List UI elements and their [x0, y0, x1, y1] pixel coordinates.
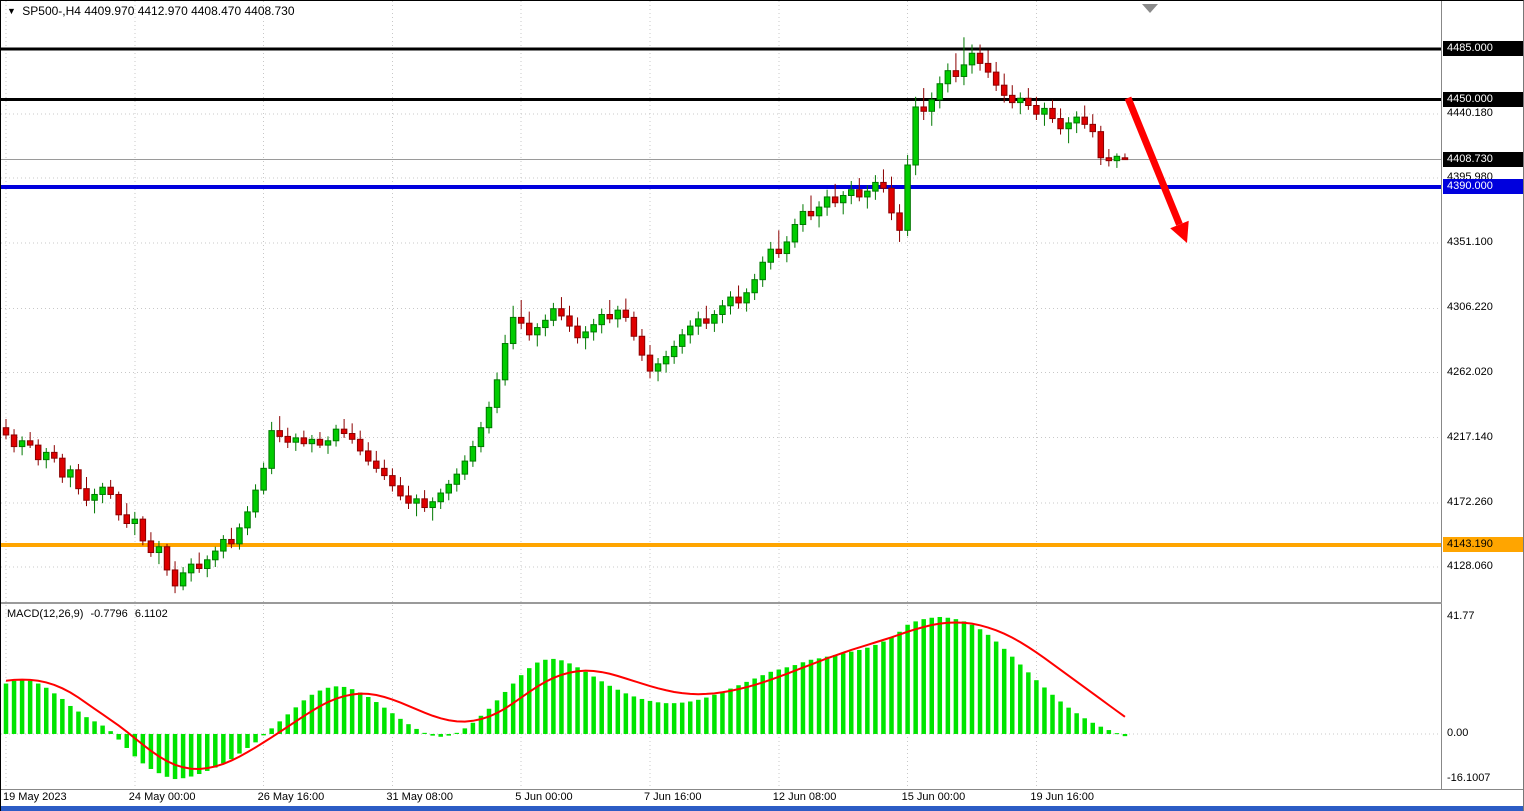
- time-axis[interactable]: 19 May 2023 24 May 00:00 26 May 16:00 31 Ma…: [1, 790, 1523, 806]
- macd-signal-value: 6.1102: [134, 608, 168, 620]
- price-level-badge: 4450.000: [1443, 91, 1523, 107]
- chart-canvas[interactable]: [1, 1, 1441, 789]
- price-level-badge: 4390.000: [1443, 178, 1523, 194]
- bottom-bar: [1, 806, 1523, 811]
- candles: [2, 37, 1129, 594]
- price-level-badge: 4408.730: [1443, 151, 1523, 167]
- triangle-down-icon: ▼: [7, 6, 16, 16]
- time-axis-label: 24 May 00:00: [128, 791, 196, 803]
- time-axis-label: 12 Jun 08:00: [772, 791, 837, 803]
- ohlc-values: 4409.970 4412.970 4408.470 4408.730: [84, 4, 295, 18]
- price-axis-tick: 4262.020: [1447, 365, 1493, 378]
- macd-axis-tick: -16.1007: [1447, 772, 1491, 785]
- symbol-period-label: SP500-,H4: [22, 4, 81, 18]
- gridlines: [1, 1, 1441, 789]
- price-axis-tick: 4172.260: [1447, 495, 1493, 508]
- time-axis-label: 26 May 16:00: [257, 791, 325, 803]
- macd-histogram: [3, 616, 1128, 780]
- time-axis-label: 7 Jun 16:00: [644, 791, 702, 803]
- time-axis-separator: [1, 789, 1523, 790]
- chart-shift-marker-icon[interactable]: [1142, 4, 1158, 13]
- macd-axis-tick: 41.77: [1447, 609, 1475, 622]
- price-axis-tick: 4440.180: [1447, 106, 1493, 119]
- price-level-badge: 4143.190: [1443, 536, 1523, 552]
- macd-indicator-label: MACD(12,26,9) -0.7796 6.1102: [7, 608, 172, 620]
- trend-arrow[interactable]: [1124, 96, 1189, 243]
- price-axis-tick: 4128.060: [1447, 559, 1493, 572]
- pane-separator[interactable]: [1, 602, 1523, 604]
- macd-axis-tick: 0.00: [1447, 726, 1469, 739]
- macd-name: MACD(12,26,9): [7, 608, 84, 620]
- time-axis-label: 19 May 2023: [3, 791, 67, 803]
- price-axis-tick: 4306.220: [1447, 301, 1493, 314]
- macd-signal-line: [5, 621, 1126, 770]
- macd-main-value: -0.7796: [90, 608, 128, 620]
- candlestick-chart-svg[interactable]: [1, 1, 1441, 789]
- price-axis-separator: [1441, 1, 1442, 790]
- price-axis[interactable]: 4485.000 4450.000 4440.180 4408.730 4395.980…: [1442, 1, 1523, 789]
- time-axis-label: 31 May 08:00: [386, 791, 454, 803]
- price-level-badge: 4485.000: [1443, 40, 1523, 56]
- time-axis-label: 5 Jun 00:00: [515, 791, 573, 803]
- symbol-ohlc-header: ▼ SP500-,H4 4409.970 4412.970 4408.470 4…: [7, 4, 295, 18]
- time-axis-label: 15 Jun 00:00: [901, 791, 966, 803]
- price-axis-tick: 4351.100: [1447, 236, 1493, 249]
- price-axis-tick: 4217.140: [1447, 430, 1493, 443]
- time-axis-label: 19 Jun 16:00: [1030, 791, 1095, 803]
